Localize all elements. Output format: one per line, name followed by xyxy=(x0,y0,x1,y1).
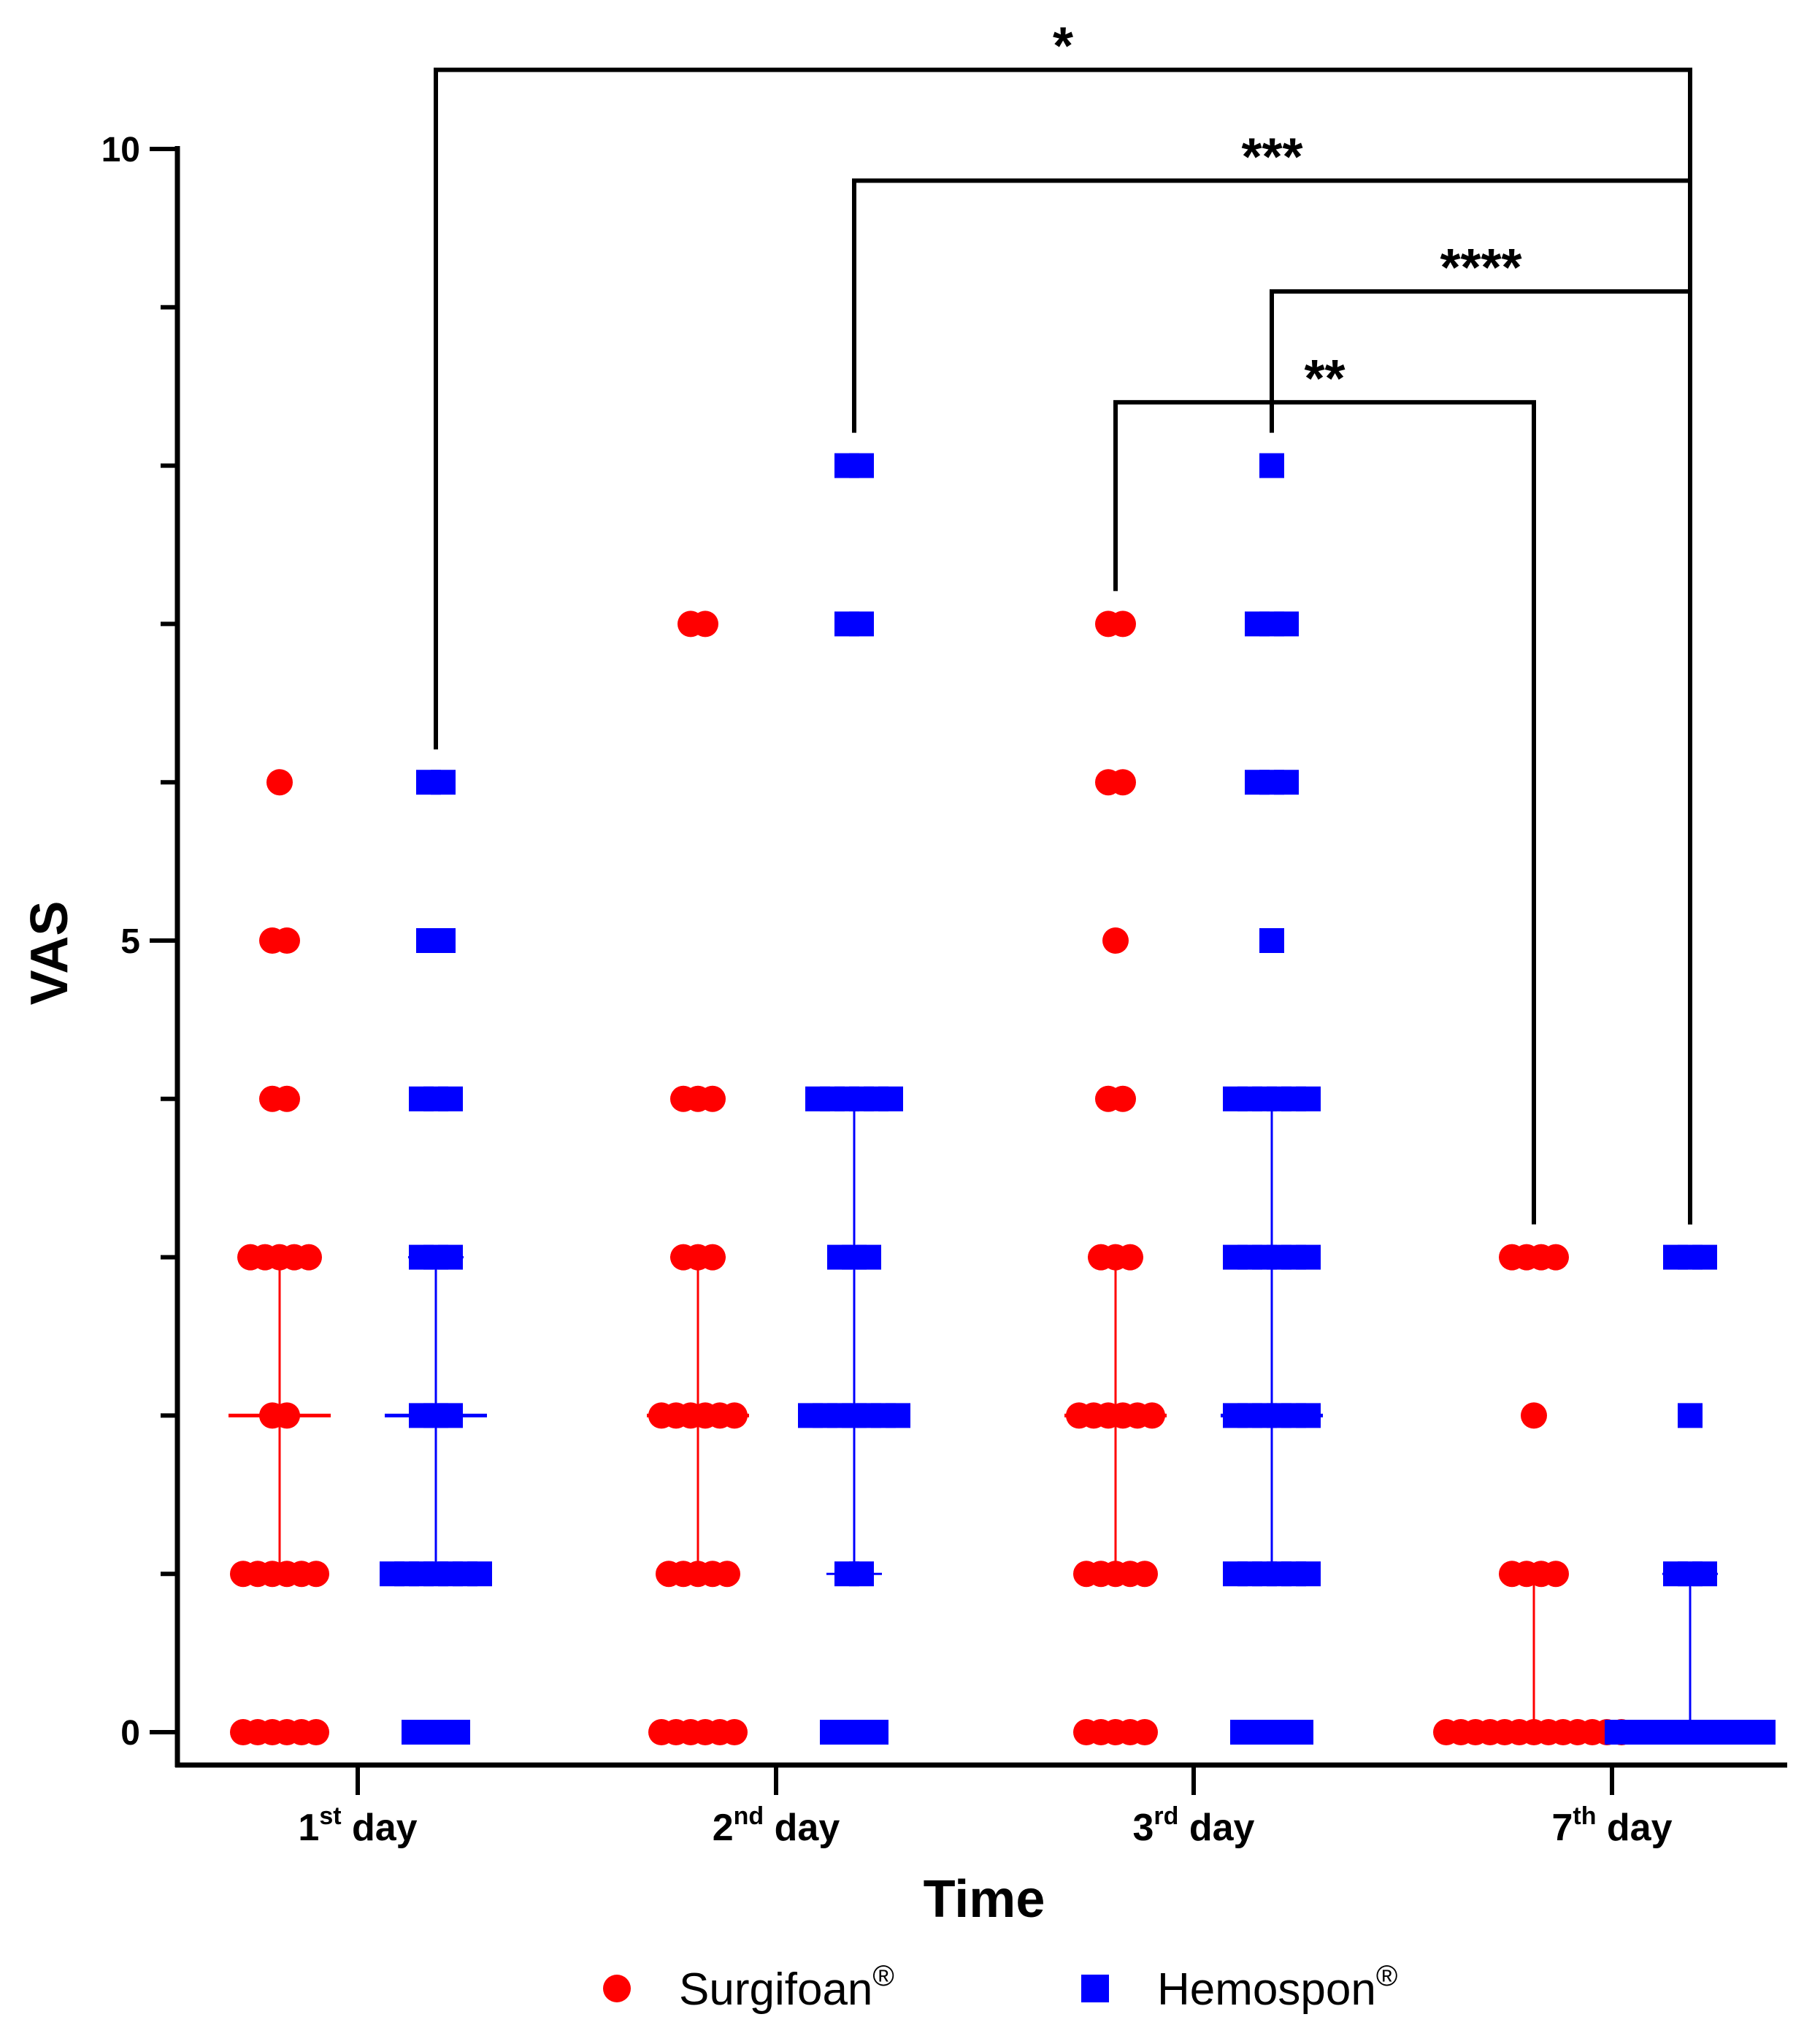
surgifoan-point xyxy=(1543,1561,1569,1588)
surgifoan-point xyxy=(303,1561,329,1588)
y-tick-label: 5 xyxy=(120,922,140,961)
surgifoan-point xyxy=(1117,1244,1143,1271)
y-ticks: 0 5 10 xyxy=(101,131,177,1753)
hemospon-point xyxy=(1751,1720,1776,1745)
x-tick-label: 3rd day xyxy=(1133,1802,1255,1849)
hemospon-point xyxy=(467,1561,492,1587)
x-axis-title: Time xyxy=(924,1870,1045,1929)
surgifoan-point xyxy=(714,1561,740,1588)
hemospon-point xyxy=(1296,1561,1321,1587)
surgifoan-point xyxy=(721,1719,748,1745)
hemospon-point xyxy=(438,1244,463,1270)
y-tick-label: 0 xyxy=(120,1714,140,1753)
legend-surgifoan-marker xyxy=(603,1975,631,2002)
significance-bracket xyxy=(1270,289,1692,1225)
surgifoan-point xyxy=(1110,769,1136,796)
significance-brackets: ********** xyxy=(434,18,1692,1225)
surgifoan-point xyxy=(274,927,300,954)
y-tick-label: 10 xyxy=(101,131,140,169)
x-tick-label: 7th day xyxy=(1551,1802,1672,1849)
hemospon-point xyxy=(1692,1561,1717,1587)
surgifoan-point xyxy=(296,1244,322,1271)
hemospon-point xyxy=(431,770,456,795)
hemospon-point xyxy=(1259,453,1284,478)
hemospon-point xyxy=(886,1403,910,1428)
surgifoan-point xyxy=(303,1719,329,1745)
significance-label: ** xyxy=(1304,350,1345,408)
hemospon-point xyxy=(878,1086,903,1111)
legend-hemospon-marker xyxy=(1081,1975,1109,2002)
y-axis-title: VAS xyxy=(20,901,79,1006)
hemospon-point xyxy=(1259,928,1284,953)
surgifoan-point xyxy=(1543,1244,1569,1271)
surgifoan-point xyxy=(1139,1402,1165,1429)
surgifoan-point xyxy=(1110,1085,1136,1112)
hemospon-point xyxy=(849,453,874,478)
hemospon-point xyxy=(849,1561,874,1587)
surgifoan-point xyxy=(692,610,718,638)
hemospon-point xyxy=(438,1403,463,1428)
legend: Surgifoan® Hemospon® xyxy=(603,1960,1397,2015)
significance-bracket xyxy=(1113,399,1536,1225)
surgifoan-point xyxy=(721,1402,748,1429)
surgifoan-point xyxy=(274,1085,300,1112)
hemospon-point xyxy=(438,1086,463,1111)
surgifoan-point xyxy=(274,1402,300,1429)
legend-hemospon-mark: ® xyxy=(1376,1960,1397,1992)
hemospon-point xyxy=(856,1244,881,1270)
hemospon-point xyxy=(1692,1244,1717,1270)
legend-surgifoan-mark: ® xyxy=(872,1960,894,1992)
significance-label: * xyxy=(1053,18,1073,76)
surgifoan-point xyxy=(1110,610,1136,638)
hemospon-point xyxy=(1289,1720,1313,1745)
surgifoan-point xyxy=(266,769,293,796)
surgifoan-point xyxy=(1132,1561,1158,1588)
hemospon-point xyxy=(1296,1244,1321,1270)
significance-label: **** xyxy=(1440,239,1521,297)
data-points xyxy=(230,453,1776,1745)
surgifoan-point xyxy=(1102,927,1129,954)
hemospon-point xyxy=(1678,1403,1703,1428)
hemospon-point xyxy=(431,928,456,953)
legend-surgifoan-label: Surgifoan® xyxy=(679,1960,894,2015)
surgifoan-point xyxy=(699,1244,726,1271)
surgifoan-point xyxy=(1521,1402,1547,1429)
significance-label: *** xyxy=(1241,128,1302,186)
hemospon-point xyxy=(1296,1403,1321,1428)
hemospon-point xyxy=(864,1720,888,1745)
axes xyxy=(174,146,1787,1768)
x-ticks: 1st day 2nd day 3rd day 7th day xyxy=(298,1765,1673,1849)
surgifoan-point xyxy=(699,1085,726,1112)
surgifoan-point xyxy=(1132,1719,1158,1745)
hemospon-point xyxy=(1274,770,1299,795)
x-tick-label: 1st day xyxy=(298,1802,417,1849)
hemospon-point xyxy=(445,1720,470,1745)
hemospon-point xyxy=(1296,1086,1321,1111)
hemospon-point xyxy=(1274,611,1299,637)
x-tick-label: 2nd day xyxy=(713,1802,840,1849)
hemospon-point xyxy=(849,611,874,637)
legend-hemospon-label: Hemospon® xyxy=(1157,1960,1397,2015)
